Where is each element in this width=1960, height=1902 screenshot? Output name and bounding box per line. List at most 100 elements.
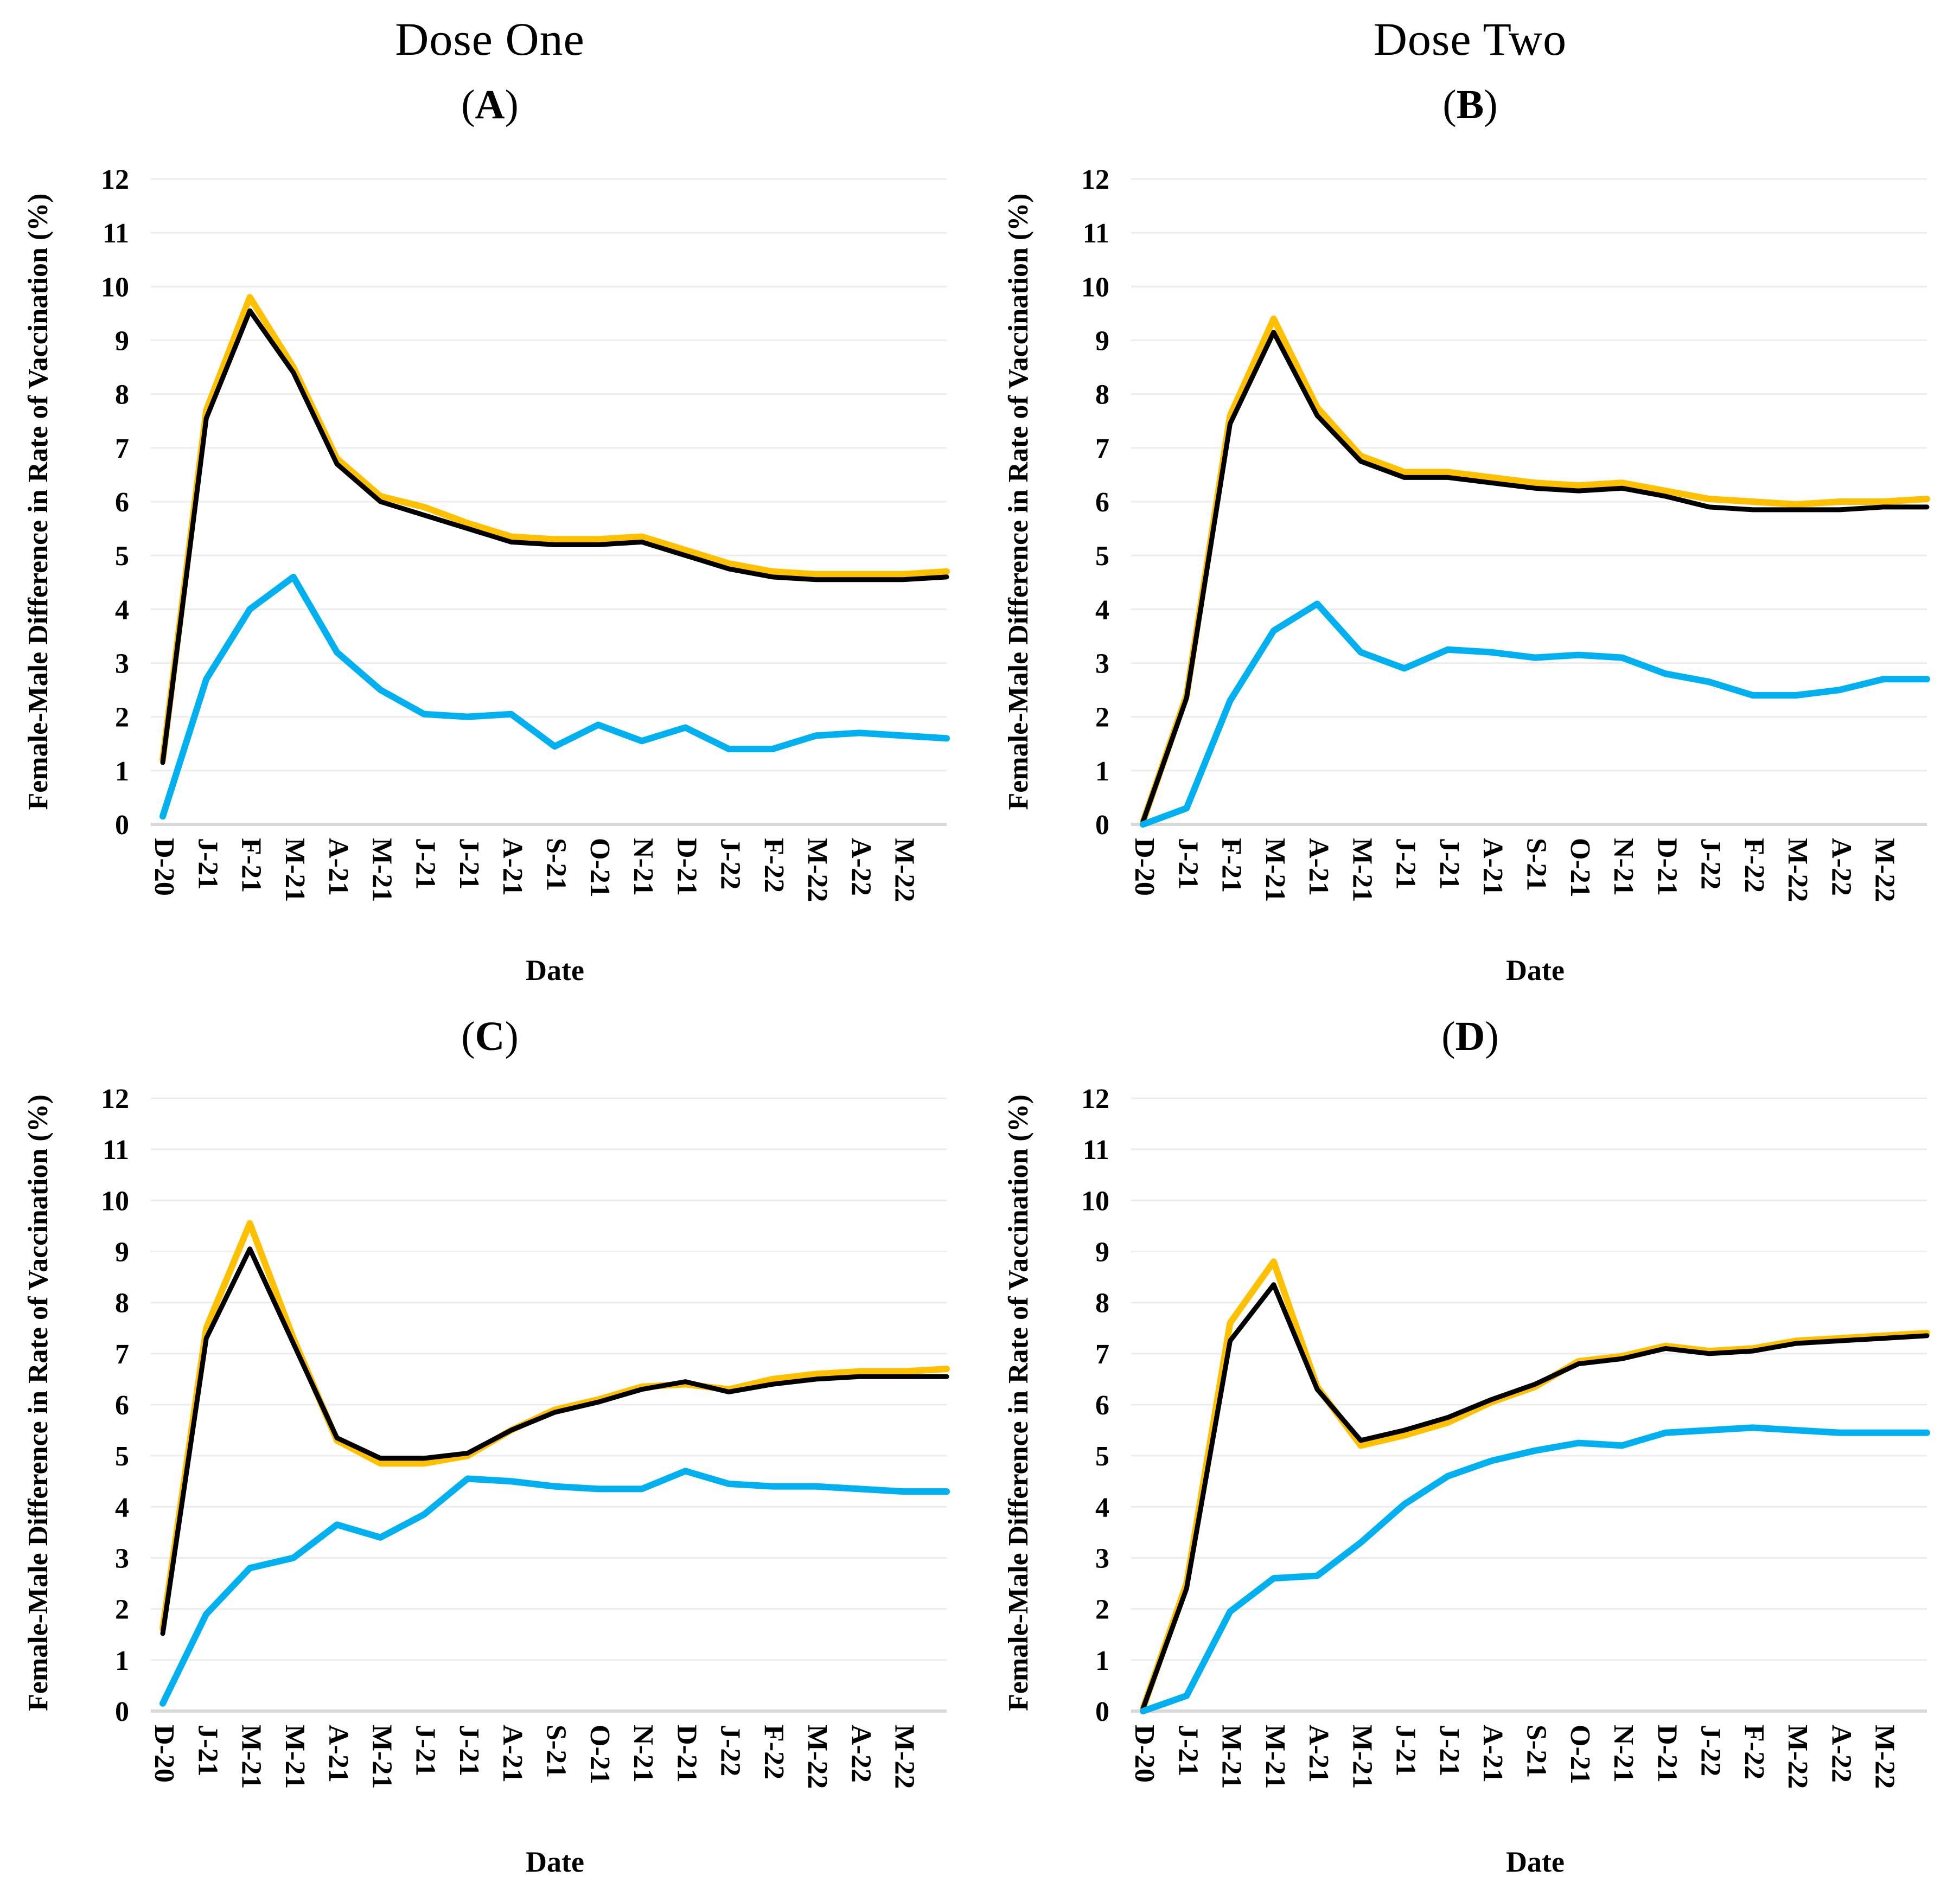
panel-a: 0 1 2 3 4 5 6 7 8 9 10 11 12 D-20 J-21 F-21 M-21 A-21 M-21… xyxy=(0,0,980,1003)
y-tick-B-4: 4 xyxy=(1095,594,1109,625)
x-tick-A-1: J-21 xyxy=(192,838,223,889)
x-tick-C-2: M-21 xyxy=(236,1725,267,1789)
paren-close: ) xyxy=(1485,1014,1499,1059)
series-lines-C xyxy=(159,1220,950,1707)
x-tick-D-1: J-21 xyxy=(1172,1725,1203,1776)
x-tick-B-4: A-21 xyxy=(1303,838,1334,896)
panel-b: 0 1 2 3 4 5 6 7 8 9 10 11 12 D-20 J-21 F-21 M-21 A-21 M-21… xyxy=(980,0,1960,1003)
y-tick-A-5: 5 xyxy=(115,541,129,572)
y-tick-C-7: 7 xyxy=(115,1339,129,1370)
gridlines-B xyxy=(1131,178,1927,826)
y-tick-B-9: 9 xyxy=(1095,326,1109,357)
y-tick-B-0: 0 xyxy=(1095,810,1109,841)
y-tick-A-4: 4 xyxy=(115,594,129,625)
x-axis-title-c: Date xyxy=(526,1846,584,1878)
series-lines-A xyxy=(159,294,950,820)
x-tick-C-5: M-21 xyxy=(366,1725,397,1789)
x-tick-B-5: M-21 xyxy=(1346,838,1377,902)
x-tick-A-9: S-21 xyxy=(541,838,572,891)
x-tick-D-14: F-22 xyxy=(1739,1725,1770,1779)
y-tick-C-0: 0 xyxy=(115,1696,129,1727)
y-tick-A-1: 1 xyxy=(115,756,129,787)
x-tick-C-0: D-20 xyxy=(149,1725,180,1783)
x-tick-labels-D: D-20 J-21 M-21 M-21 A-21 M-21 J-21 J-21 A-21 S-21… xyxy=(1129,1725,1900,1789)
paren-open: ( xyxy=(461,82,475,127)
panel-letter-d: (D) xyxy=(980,1013,1960,1060)
series-C-black-line xyxy=(160,1246,949,1636)
x-tick-B-13: J-22 xyxy=(1695,838,1726,889)
x-tick-D-3: M-21 xyxy=(1260,1725,1291,1789)
y-tick-D-7: 7 xyxy=(1095,1339,1109,1370)
x-tick-B-0: D-20 xyxy=(1129,838,1160,896)
x-tick-D-2: M-21 xyxy=(1216,1725,1247,1789)
y-tick-D-9: 9 xyxy=(1095,1237,1109,1268)
x-tick-C-6: J-21 xyxy=(410,1725,441,1776)
letter-c: C xyxy=(475,1014,505,1059)
x-tick-A-0: D-20 xyxy=(149,838,180,896)
letter-d: D xyxy=(1455,1014,1485,1059)
y-tick-D-5: 5 xyxy=(1095,1441,1109,1472)
series-D-black-line xyxy=(1140,1282,1930,1711)
x-tick-A-6: J-21 xyxy=(410,838,441,889)
x-tick-C-8: A-21 xyxy=(497,1725,528,1783)
x-tick-B-8: A-21 xyxy=(1477,838,1508,896)
y-tick-B-12: 12 xyxy=(1081,164,1109,195)
x-tick-A-14: F-22 xyxy=(758,838,789,893)
x-axis-title-b: Date xyxy=(1506,954,1565,987)
series-lines-D xyxy=(1140,1258,1930,1714)
y-tick-D-11: 11 xyxy=(1083,1135,1109,1165)
y-tick-B-8: 8 xyxy=(1095,380,1109,411)
x-tick-A-3: M-21 xyxy=(279,838,310,902)
y-tick-D-6: 6 xyxy=(1095,1390,1109,1421)
paren-close: ) xyxy=(1484,82,1498,127)
y-tick-A-10: 10 xyxy=(101,272,129,303)
x-tick-D-15: M-22 xyxy=(1782,1725,1813,1789)
x-tick-A-10: O-21 xyxy=(584,838,615,898)
x-tick-C-10: O-21 xyxy=(584,1725,615,1784)
series-B-blue-line xyxy=(1140,600,1930,828)
y-tick-A-9: 9 xyxy=(115,326,129,357)
y-tick-A-0: 0 xyxy=(115,810,129,841)
x-axis-title-d: Date xyxy=(1506,1846,1565,1878)
panel-letter-a: (A) xyxy=(0,81,980,129)
y-tick-D-8: 8 xyxy=(1095,1288,1109,1319)
x-tick-A-13: J-22 xyxy=(715,838,746,889)
x-tick-D-0: D-20 xyxy=(1129,1725,1160,1783)
y-tick-A-6: 6 xyxy=(115,487,129,518)
x-tick-B-14: F-22 xyxy=(1739,838,1770,893)
y-tick-C-11: 11 xyxy=(103,1135,129,1165)
x-tick-C-4: A-21 xyxy=(323,1725,354,1783)
x-tick-C-9: S-21 xyxy=(541,1725,572,1778)
y-tick-A-2: 2 xyxy=(115,702,129,733)
x-tick-D-12: D-21 xyxy=(1651,1725,1682,1783)
x-tick-C-14: F-22 xyxy=(758,1725,789,1779)
x-tick-B-7: J-21 xyxy=(1434,838,1465,889)
y-tick-A-3: 3 xyxy=(115,649,129,680)
x-tick-B-6: J-21 xyxy=(1390,838,1421,889)
x-tick-D-13: J-22 xyxy=(1695,1725,1726,1776)
x-tick-B-10: O-21 xyxy=(1565,838,1595,898)
x-tick-D-5: M-21 xyxy=(1346,1725,1377,1789)
y-tick-A-7: 7 xyxy=(115,433,129,464)
x-tick-B-9: S-21 xyxy=(1521,838,1552,891)
y-tick-A-12: 12 xyxy=(101,164,129,195)
y-tick-D-12: 12 xyxy=(1081,1084,1109,1115)
y-tick-B-11: 11 xyxy=(1083,218,1109,249)
gridlines-A xyxy=(151,178,947,826)
y-axis-title-d: Female-Male Difference in Rate of Vaccin… xyxy=(1003,1094,1034,1711)
x-tick-D-4: A-21 xyxy=(1303,1725,1334,1783)
paren-open: ( xyxy=(1442,82,1457,127)
y-tick-B-3: 3 xyxy=(1095,649,1109,680)
x-tick-A-4: A-21 xyxy=(323,838,354,896)
x-tick-C-3: M-21 xyxy=(279,1725,310,1789)
x-tick-C-7: J-21 xyxy=(454,1725,484,1776)
series-A-blue-line xyxy=(159,573,950,820)
x-tick-D-17: M-22 xyxy=(1869,1725,1900,1789)
gridlines-C xyxy=(151,1097,947,1713)
y-tick-A-8: 8 xyxy=(115,380,129,411)
paren-open: ( xyxy=(461,1014,475,1059)
y-tick-C-9: 9 xyxy=(115,1237,129,1268)
